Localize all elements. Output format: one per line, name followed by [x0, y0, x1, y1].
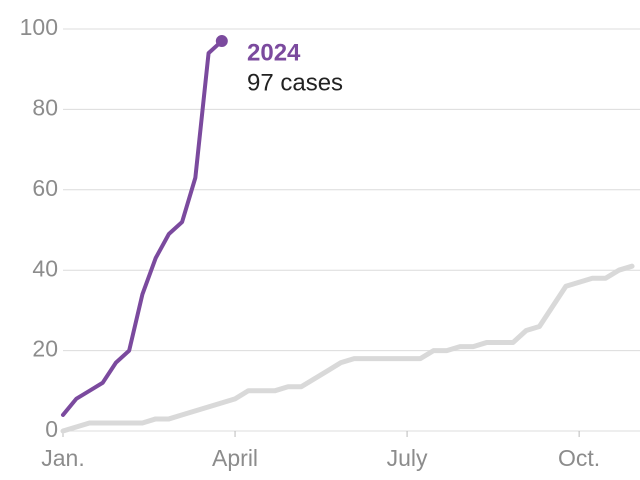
x-tick-label: Jan.: [41, 445, 84, 471]
annotation: 97 cases: [247, 69, 343, 96]
y-tick-label: 100: [20, 14, 58, 40]
y-tick-label: 60: [32, 175, 58, 201]
y-tick-label: 0: [45, 416, 58, 442]
grid: 0 20 40 60 80 100 Jan. April July Oct.: [20, 14, 640, 471]
y-tick-label: 80: [32, 94, 58, 120]
lines: [60, 35, 635, 434]
series-line: [61, 39, 224, 417]
y-tick-label: 20: [32, 336, 58, 362]
x-tick-label: July: [387, 445, 428, 471]
x-tick-label: Oct.: [558, 445, 600, 471]
series-label: 2024: [247, 39, 301, 66]
x-tick-label: April: [212, 445, 258, 471]
end-dot: [215, 35, 228, 48]
y-tick-label: 40: [32, 255, 58, 281]
series-line: [60, 263, 635, 434]
